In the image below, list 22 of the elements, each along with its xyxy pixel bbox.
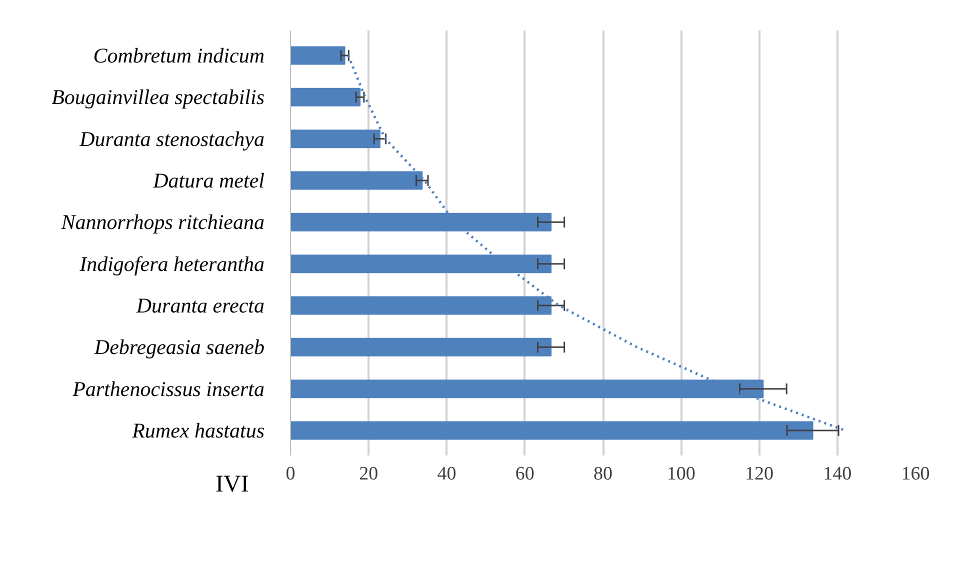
y-tick-label: Duranta erecta: [135, 294, 265, 318]
x-axis-title: IVI: [216, 472, 249, 498]
x-tick-label: 100: [666, 464, 696, 484]
y-tick-label: Indigofera heterantha: [78, 252, 264, 276]
x-tick-label: 160: [901, 464, 930, 484]
y-tick-label: Debregeasia saeneb: [93, 335, 264, 360]
y-tick-label: Duranta stenostachya: [78, 126, 265, 151]
x-tick-label: 0: [286, 464, 296, 484]
y-tick-label: Parthenocissus inserta: [72, 376, 265, 401]
x-tick-label: 60: [515, 464, 534, 484]
y-tick-label: Datura metel: [152, 168, 265, 192]
x-tick-label: 140: [823, 464, 852, 484]
y-tick-label: Bougainvillea spectabilis: [52, 85, 265, 110]
y-tick-label: Combretum indicum: [93, 44, 265, 68]
x-tick-label: 20: [359, 464, 378, 484]
bar: [290, 46, 346, 65]
y-tick-label: Rumex hastatus: [131, 418, 265, 442]
x-tick-label: 40: [437, 464, 456, 484]
x-tick-label: 120: [745, 464, 774, 484]
y-tick-label: Nannorrhops ritchieana: [60, 210, 265, 234]
x-tick-label: 80: [594, 464, 612, 484]
bar: [290, 338, 552, 356]
